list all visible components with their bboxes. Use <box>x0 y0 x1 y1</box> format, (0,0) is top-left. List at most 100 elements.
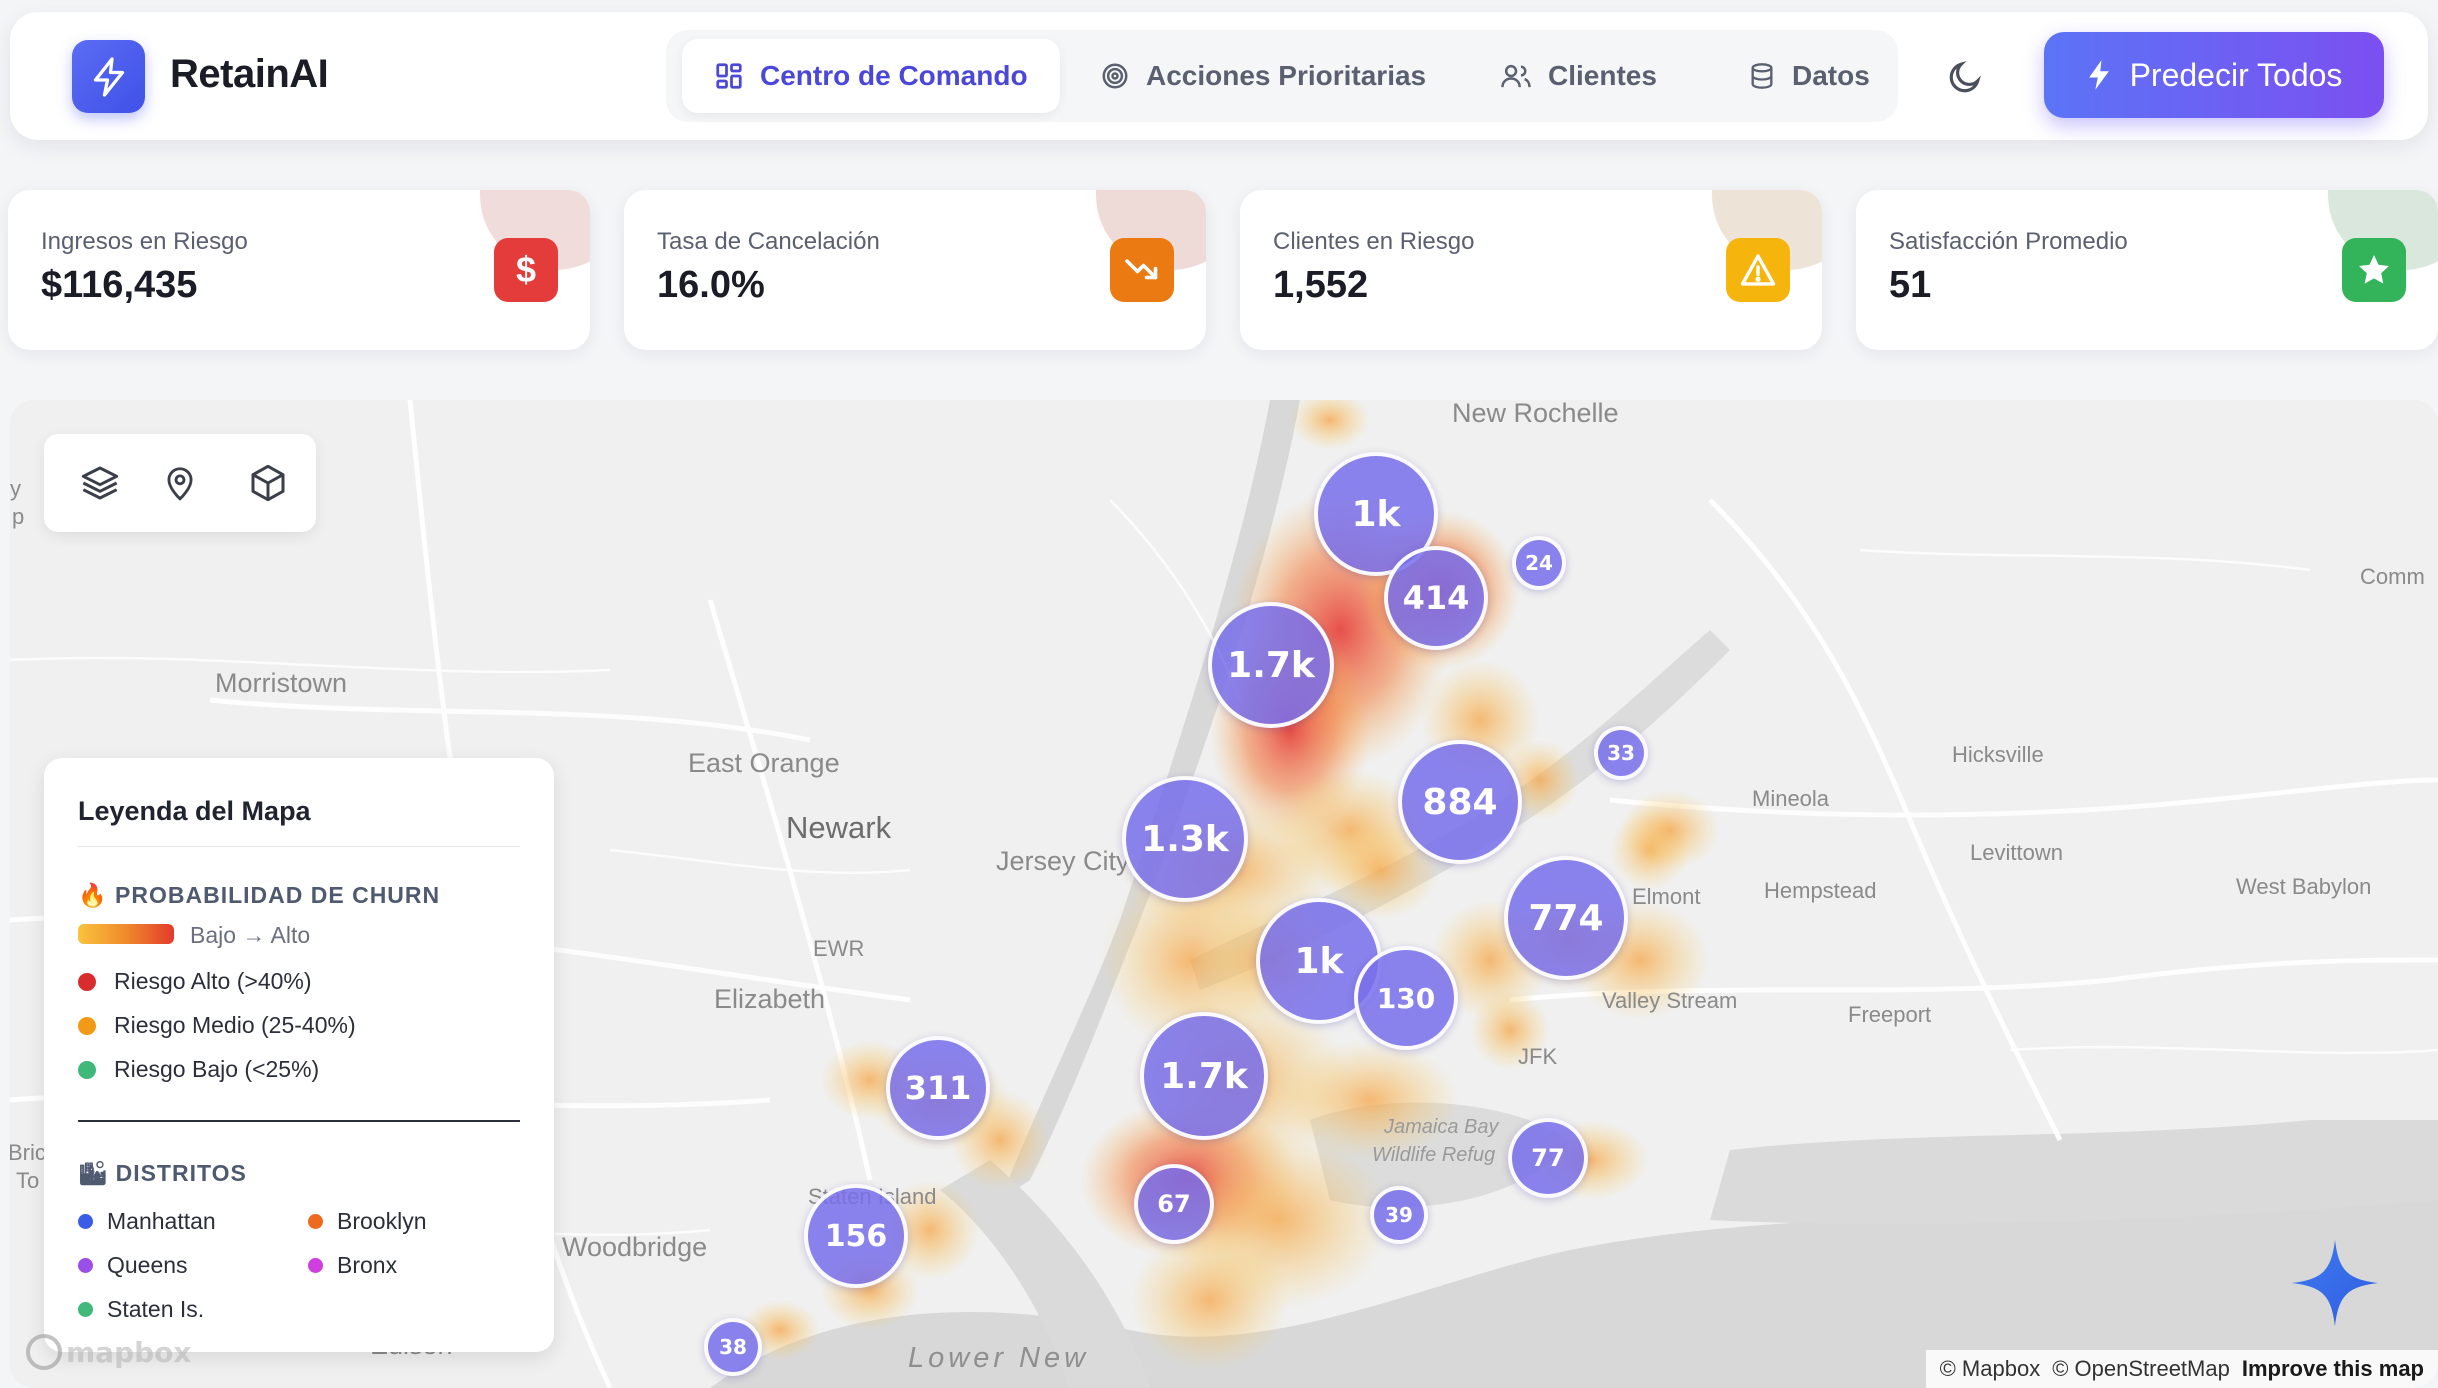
cluster-marker[interactable]: 38 <box>704 1318 762 1376</box>
cluster-marker[interactable]: 33 <box>1594 726 1648 780</box>
place-levittown: Levittown <box>1970 840 2063 865</box>
map-pin-icon[interactable] <box>158 461 202 505</box>
layers-icon[interactable] <box>78 461 122 505</box>
kpi-label: Satisfacción Promedio <box>1889 228 2128 255</box>
attrib-mapbox-link[interactable]: © Mapbox <box>1939 1356 2041 1381</box>
moon-icon <box>1949 61 1981 93</box>
legend-divider <box>78 846 520 847</box>
place-mineola: Mineola <box>1752 786 1830 811</box>
dollar-icon: $ <box>494 238 558 302</box>
kpi-value: 16.0% <box>657 264 765 306</box>
legend-risk-medium: Riesgo Medio (25-40%) <box>78 1012 356 1039</box>
place-jamaica-bay: Jamaica Bay <box>1384 1116 1499 1138</box>
cluster-marker[interactable]: 77 <box>1508 1118 1588 1198</box>
nav-label: Centro de Comando <box>760 60 1028 91</box>
place-morristown: Morristown <box>215 668 348 698</box>
legend-risk-low: Riesgo Bajo (<25%) <box>78 1056 319 1083</box>
legend-label: Riesgo Alto (>40%) <box>114 968 312 994</box>
users-icon <box>1501 64 1531 88</box>
legend-district-manhattan: Manhattan <box>78 1208 216 1235</box>
kpi-ingresos-en-riesgo: Ingresos en Riesgo $116,435 $ <box>8 190 590 350</box>
cube-icon[interactable] <box>246 461 290 505</box>
legend-label: Manhattan <box>107 1208 216 1234</box>
cluster-marker[interactable]: 156 <box>804 1184 908 1288</box>
cluster-marker[interactable]: 67 <box>1134 1164 1214 1244</box>
place-elizabeth: Elizabeth <box>714 984 826 1014</box>
sparkle-icon[interactable] <box>2290 1238 2380 1328</box>
place-newark: Newark <box>786 810 892 845</box>
cluster-marker[interactable]: 414 <box>1384 546 1488 650</box>
star-icon <box>2342 238 2406 302</box>
grid-icon <box>716 63 742 89</box>
legend-label: Queens <box>107 1252 188 1278</box>
map-attribution: © Mapbox © OpenStreetMap Improve this ma… <box>1925 1350 2438 1388</box>
cluster-marker[interactable]: 1k <box>1314 452 1438 576</box>
kpi-clientes-en-riesgo: Clientes en Riesgo 1,552 <box>1240 190 1822 350</box>
place-left-edge-c: Bric <box>10 1140 46 1165</box>
cluster-marker[interactable]: 130 <box>1354 946 1458 1050</box>
district-dot <box>78 1258 93 1273</box>
mapbox-logo-text: mapbox <box>66 1336 191 1369</box>
attrib-osm-link[interactable]: © OpenStreetMap <box>2052 1356 2230 1381</box>
mapbox-logo[interactable]: mapbox <box>24 1332 214 1372</box>
place-ewr: EWR <box>813 936 865 961</box>
cluster-marker[interactable]: 1.3k <box>1122 776 1248 902</box>
improve-map-link[interactable]: Improve this map <box>2241 1356 2424 1381</box>
legend-district-brooklyn: Brooklyn <box>308 1208 426 1235</box>
district-dot <box>78 1214 93 1229</box>
district-dot <box>308 1258 323 1273</box>
kpi-label: Ingresos en Riesgo <box>41 228 248 255</box>
database-icon <box>1751 63 1773 89</box>
trending-down-icon <box>1110 238 1174 302</box>
nav-centro-de-comando[interactable]: Centro de Comando <box>682 39 1060 113</box>
nav-label: Datos <box>1792 60 1870 91</box>
nav-clientes[interactable]: Clientes <box>1468 39 1689 113</box>
legend-label: Riesgo Medio (25-40%) <box>114 1012 356 1038</box>
legend-label: Brooklyn <box>337 1208 427 1234</box>
legend-district-staten-island: Staten Is. <box>78 1296 204 1323</box>
place-jersey-city: Jersey City <box>996 846 1130 876</box>
top-header: RetainAI Centro de Comando Acciones Prio… <box>10 12 2428 140</box>
main-nav: Centro de Comando Acciones Prioritarias … <box>666 30 1898 122</box>
churn-map[interactable]: New Rochelle Morristown East Orange Newa… <box>10 400 2438 1388</box>
place-left-edge-b: p <box>12 504 25 529</box>
legend-label: Staten Is. <box>107 1296 205 1322</box>
nav-label: Clientes <box>1548 60 1657 91</box>
place-valley-stream: Valley Stream <box>1602 988 1738 1013</box>
nav-label: Acciones Prioritarias <box>1146 60 1427 91</box>
legend-label: Bronx <box>337 1252 398 1278</box>
legend-risk-high: Riesgo Alto (>40%) <box>78 968 312 995</box>
legend-churn-heading: 🔥 PROBABILIDAD DE CHURN <box>78 882 441 908</box>
cluster-marker[interactable]: 1.7k <box>1140 1012 1268 1140</box>
cluster-marker[interactable]: 24 <box>1512 536 1566 590</box>
gradient-label: Bajo → Alto <box>190 922 311 948</box>
map-legend: Leyenda del Mapa 🔥 PROBABILIDAD DE CHURN… <box>44 758 554 1352</box>
place-left-edge-d: To <box>16 1168 40 1193</box>
legend-label: Riesgo Bajo (<25%) <box>114 1056 320 1082</box>
cluster-marker[interactable]: 39 <box>1370 1186 1428 1244</box>
legend-title: Leyenda del Mapa <box>78 796 311 826</box>
kpi-value: 1,552 <box>1273 264 1369 306</box>
place-elmont: Elmont <box>1632 884 1701 909</box>
nav-acciones-prioritarias[interactable]: Acciones Prioritarias <box>1068 39 1458 113</box>
theme-toggle-button[interactable] <box>1940 52 1990 102</box>
lightning-icon <box>2088 60 2109 90</box>
kpi-value: $116,435 <box>41 264 198 306</box>
cluster-marker[interactable]: 884 <box>1398 740 1522 864</box>
cluster-marker[interactable]: 311 <box>886 1036 990 1140</box>
place-comm: Comm <box>2360 564 2425 589</box>
district-dot <box>78 1302 93 1317</box>
kpi-label: Tasa de Cancelación <box>657 228 880 255</box>
nav-datos[interactable]: Datos <box>1716 39 1902 113</box>
place-west-babylon: West Babylon <box>2236 874 2372 899</box>
place-freeport: Freeport <box>1848 1002 1932 1027</box>
kpi-value: 51 <box>1889 264 1932 306</box>
cluster-marker[interactable]: 774 <box>1504 856 1628 980</box>
place-woodbridge: Woodbridge <box>562 1232 708 1262</box>
cluster-marker[interactable]: 1.7k <box>1208 602 1334 728</box>
place-new-rochelle: New Rochelle <box>1452 400 1619 428</box>
logo-lightning-icon[interactable] <box>72 40 145 113</box>
predict-all-button[interactable]: Predecir Todos <box>2044 32 2384 118</box>
brand-name: RetainAI <box>170 52 329 96</box>
legend-districts-heading: 🏙 DISTRITOS <box>78 1160 247 1186</box>
